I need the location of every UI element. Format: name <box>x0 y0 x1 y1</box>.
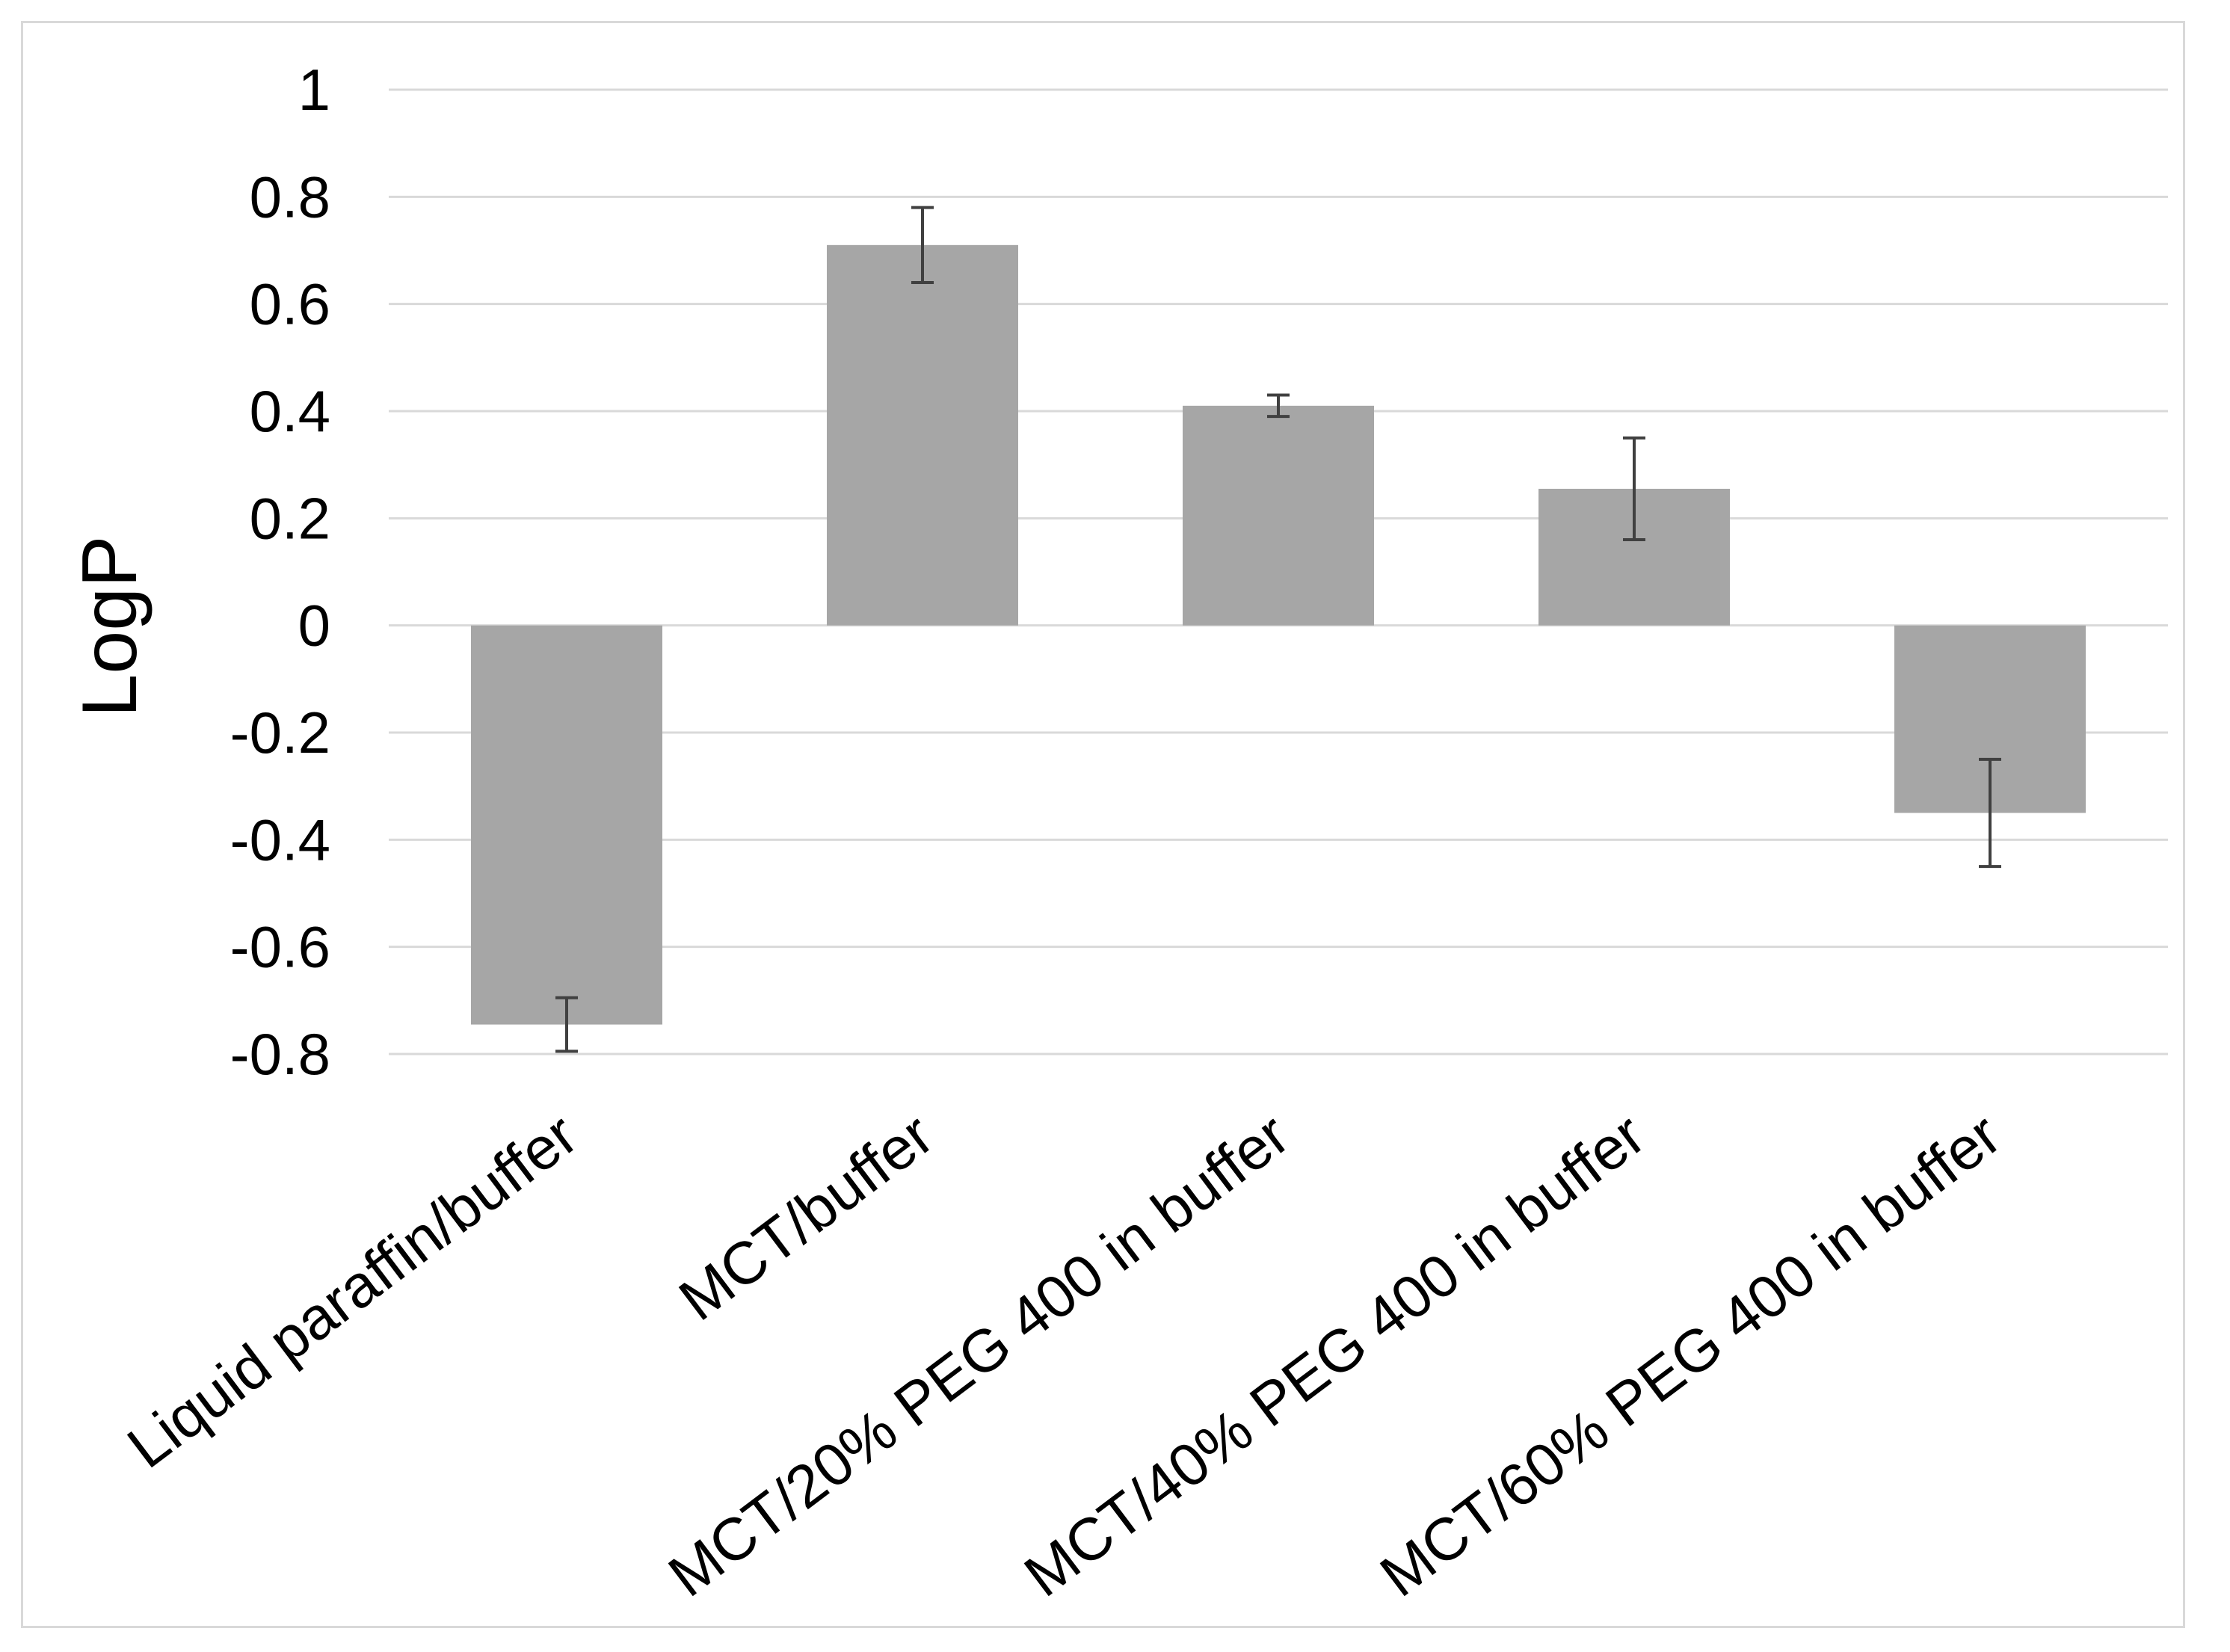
error-bars <box>555 206 2001 1053</box>
y-tick-label: -0.4 <box>230 807 330 872</box>
y-tick-label: 0.8 <box>250 164 330 229</box>
x-axis-category-labels: Liquid paraffin/buffer MCT/bufferMCT/20% … <box>115 1100 2012 1609</box>
y-tick-label: 1 <box>298 57 330 123</box>
y-tick-label: 0.6 <box>250 271 330 337</box>
bar <box>471 625 662 1025</box>
x-category-label: Liquid paraffin/buffer <box>115 1100 589 1480</box>
error-bar <box>1267 393 1290 419</box>
y-tick-label: 0.4 <box>250 378 330 444</box>
x-category-label: MCT/20% PEG 400 in buffer <box>656 1100 1301 1609</box>
error-bar <box>911 206 934 284</box>
y-axis-title: LogP <box>67 536 153 718</box>
gridlines <box>389 88 2168 1055</box>
y-axis-ticks: 1 0.8 0.6 0.4 0.2 0 -0.2 -0.4 -0.6 -0.8 <box>230 57 330 1087</box>
error-bar <box>1979 757 2001 869</box>
x-category-label: MCT/40% PEG 400 in buffer <box>1012 1100 1657 1609</box>
bar <box>827 244 1018 626</box>
y-tick-label: -0.8 <box>230 1021 330 1087</box>
x-category-label: MCT/60% PEG 400 in buffer <box>1368 1100 2012 1609</box>
error-bar <box>555 996 578 1053</box>
chart-frame <box>21 21 2185 1628</box>
bar <box>1183 405 1374 626</box>
x-category-label: MCT/buffer <box>667 1100 945 1333</box>
bars <box>471 244 2086 1025</box>
error-bar <box>1623 436 1645 541</box>
y-tick-label: -0.6 <box>230 914 330 980</box>
y-tick-label: 0.2 <box>250 485 330 551</box>
y-tick-label: -0.2 <box>230 700 330 765</box>
y-tick-label: 0 <box>298 593 330 659</box>
